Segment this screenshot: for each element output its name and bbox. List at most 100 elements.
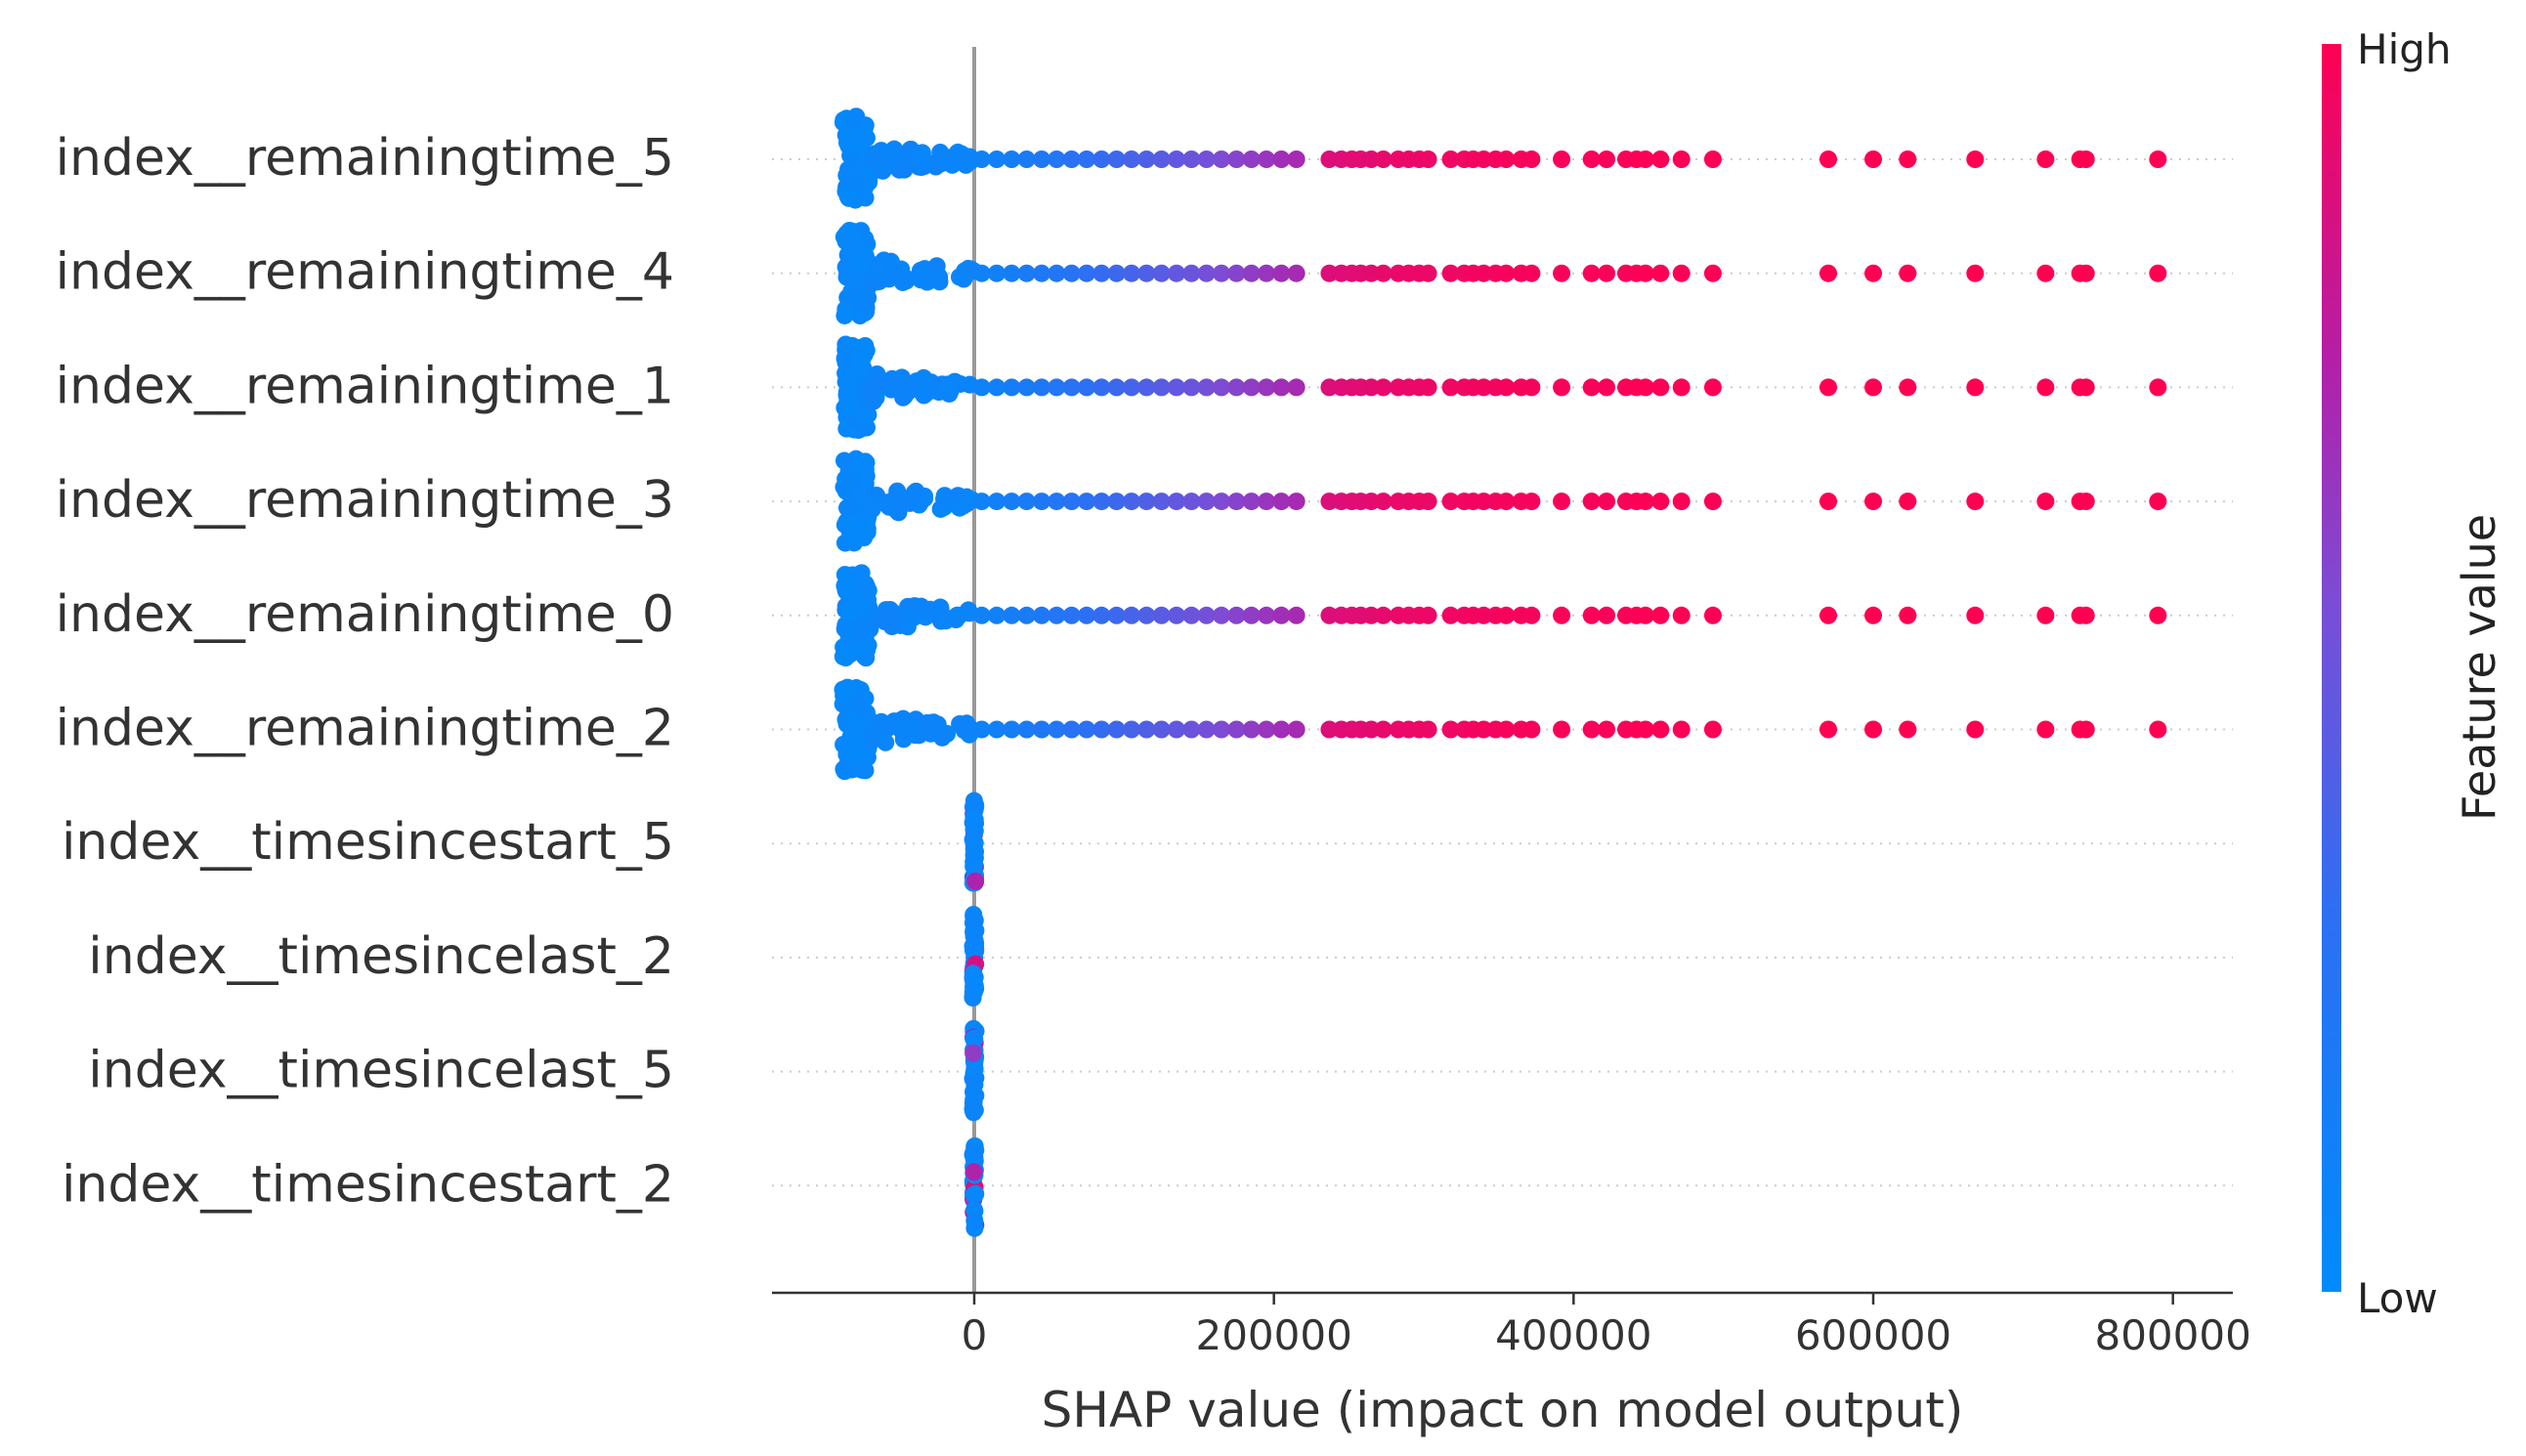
shap-point — [1242, 720, 1261, 739]
shap-point — [892, 721, 911, 740]
shap-point — [1864, 492, 1882, 511]
shap-point — [863, 499, 881, 518]
shap-point — [1553, 492, 1571, 511]
shap-point — [1899, 378, 1917, 397]
shap-point — [1152, 606, 1171, 624]
shap-point — [988, 378, 1006, 397]
shap-point — [1374, 264, 1392, 282]
shap-point — [1197, 378, 1216, 397]
shap-point — [839, 189, 858, 207]
shap-point — [964, 1044, 983, 1062]
shap-point — [1651, 150, 1670, 168]
shap-point — [1419, 264, 1437, 282]
shap-point — [1107, 492, 1126, 511]
shap-point — [1374, 720, 1392, 739]
shap-point — [1062, 150, 1081, 168]
shap-point — [1152, 378, 1171, 397]
shap-point — [963, 914, 982, 932]
shap-point — [900, 608, 919, 626]
shap-point — [921, 715, 940, 734]
shap-point — [1522, 492, 1541, 511]
shap-point — [1419, 150, 1437, 168]
shap-point — [886, 489, 905, 507]
shap-point — [966, 872, 985, 890]
shap-point — [857, 129, 876, 148]
shap-point — [1258, 720, 1275, 739]
shap-point — [1092, 606, 1111, 624]
shap-point — [1522, 264, 1541, 282]
colorbar-low-label: Low — [2357, 1274, 2438, 1322]
shap-point — [2076, 606, 2095, 624]
shap-point — [2036, 264, 2055, 282]
shap-point — [1287, 606, 1306, 624]
shap-point — [1899, 606, 1917, 624]
shap-point — [1152, 150, 1171, 168]
shap-point — [1419, 720, 1437, 739]
shap-point — [1123, 492, 1140, 511]
shap-point — [1033, 264, 1050, 282]
shap-point — [972, 606, 991, 624]
shap-point — [1374, 606, 1392, 624]
shap-point — [1598, 492, 1616, 511]
shap-point — [856, 408, 875, 427]
shap-point — [1197, 264, 1216, 282]
shap-point — [1213, 378, 1230, 397]
shap-point — [1522, 378, 1541, 397]
shap-point — [1048, 492, 1066, 511]
shap-point — [835, 686, 854, 705]
shap-point — [1636, 492, 1654, 511]
shap-point — [885, 140, 904, 158]
shap-point — [1197, 606, 1216, 624]
shap-point — [954, 717, 972, 736]
shap-point — [1078, 264, 1095, 282]
shap-point — [1272, 492, 1291, 511]
shap-point — [909, 149, 927, 167]
shap-point — [1152, 264, 1171, 282]
shap-point — [1182, 606, 1201, 624]
shap-point — [1672, 720, 1691, 739]
shap-point — [1497, 720, 1516, 739]
shap-point — [1374, 378, 1392, 397]
shap-point — [1092, 492, 1111, 511]
shap-point — [1168, 264, 1185, 282]
shap-point — [1182, 264, 1201, 282]
shap-point — [1213, 264, 1230, 282]
shap-point — [920, 600, 939, 619]
shap-point — [1553, 264, 1571, 282]
shap-point — [1598, 264, 1616, 282]
shap-point — [2149, 264, 2167, 282]
shap-point — [933, 152, 952, 171]
shap-point — [837, 581, 856, 600]
shap-point — [1137, 150, 1156, 168]
shap-point — [1636, 378, 1654, 397]
shap-point — [838, 264, 857, 282]
shap-point — [877, 733, 895, 751]
shap-point — [1017, 378, 1036, 397]
shap-point — [1048, 264, 1066, 282]
shap-point — [1966, 150, 1985, 168]
x-tick-label: 600000 — [1795, 1311, 1951, 1359]
x-tick-label: 200000 — [1195, 1311, 1351, 1359]
shap-point — [988, 492, 1006, 511]
feature-label: index__remainingtime_4 — [56, 243, 674, 302]
shap-point — [1287, 492, 1306, 511]
shap-point — [856, 516, 875, 535]
shap-point — [1227, 378, 1246, 397]
shap-point — [1123, 150, 1140, 168]
shap-point — [2036, 492, 2055, 511]
shap-point — [951, 498, 969, 517]
shap-point — [964, 846, 983, 865]
shap-point — [1651, 264, 1670, 282]
shap-point — [1242, 378, 1261, 397]
shap-point — [1182, 150, 1201, 168]
points-layer — [834, 107, 2167, 1237]
shap-point — [1062, 378, 1081, 397]
shap-point — [1213, 150, 1230, 168]
shap-point — [972, 720, 991, 739]
shap-point — [1636, 150, 1654, 168]
shap-point — [1182, 378, 1201, 397]
colorbar-high-label: High — [2357, 25, 2452, 73]
shap-point — [1899, 264, 1917, 282]
shap-point — [2149, 720, 2167, 739]
shap-point — [1497, 150, 1516, 168]
